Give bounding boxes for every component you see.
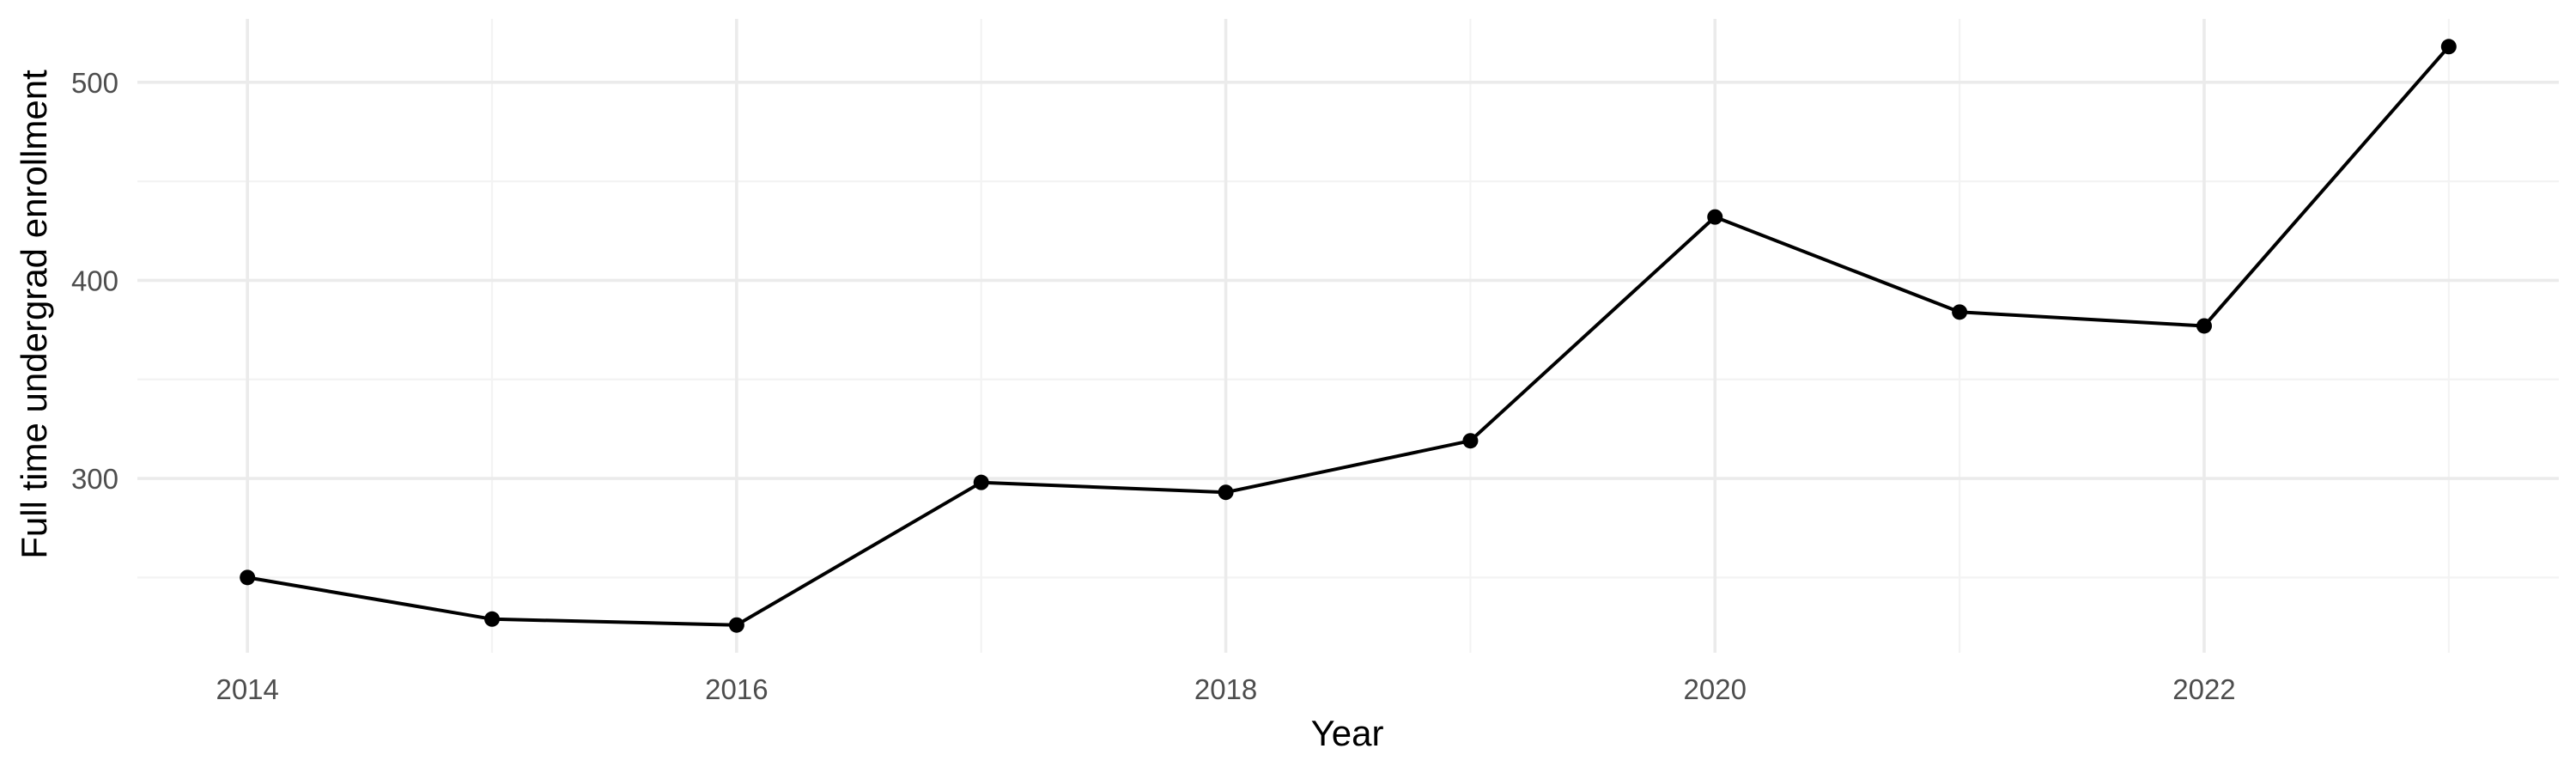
- y-tick-label: 500: [71, 67, 118, 99]
- x-axis-title: Year: [1311, 713, 1384, 753]
- data-point: [1218, 484, 1234, 500]
- grid: [137, 19, 2559, 653]
- data-point: [2441, 39, 2457, 54]
- points-group: [240, 39, 2457, 632]
- x-tick-label: 2020: [1684, 673, 1747, 705]
- y-axis-title: Full time undergrad enrollment: [14, 70, 54, 559]
- y-tick-labels: 300 400 500: [71, 67, 118, 495]
- data-point: [1952, 304, 1967, 320]
- x-tick-label: 2014: [216, 673, 278, 705]
- series-group: [240, 39, 2457, 632]
- data-point: [974, 475, 989, 490]
- data-point: [1462, 433, 1478, 448]
- data-point: [729, 618, 744, 633]
- data-point: [1707, 210, 1722, 225]
- x-tick-label: 2016: [705, 673, 768, 705]
- y-tick-label: 400: [71, 265, 118, 296]
- x-tick-labels: 2014 2016 2018 2020 2022: [216, 673, 2235, 705]
- y-tick-label: 300: [71, 463, 118, 495]
- data-point: [2196, 318, 2212, 333]
- x-tick-label: 2018: [1194, 673, 1257, 705]
- data-point: [484, 612, 500, 627]
- x-tick-label: 2022: [2172, 673, 2235, 705]
- series-line: [247, 46, 2449, 624]
- data-point: [240, 569, 255, 585]
